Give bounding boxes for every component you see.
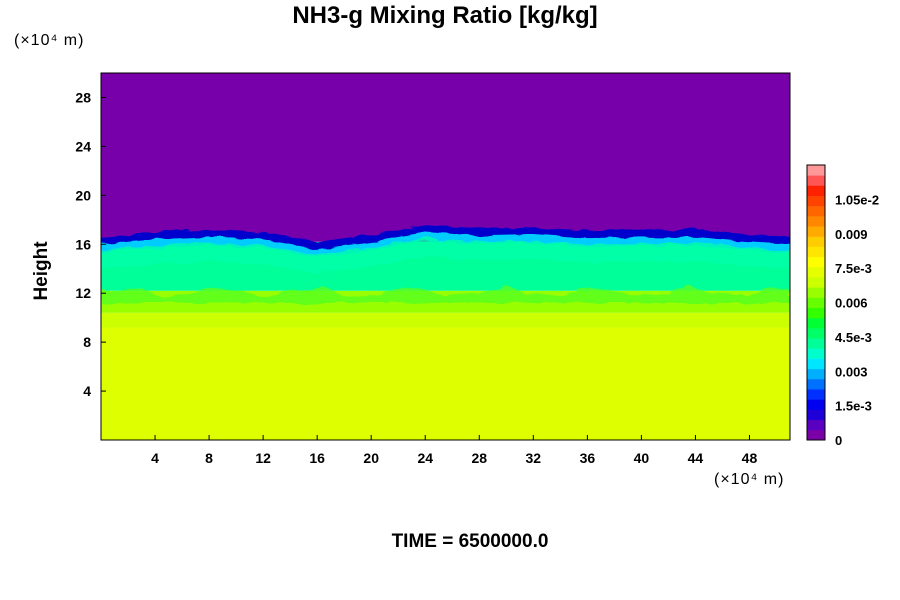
colorbar-segment [807,277,825,288]
x-tick-label: 48 [742,450,758,466]
colorbar-segment [807,358,825,370]
colorbar-segment [807,246,825,258]
heatmap-field [101,73,790,440]
colorbar-tick-label: 1.05e-2 [835,192,879,207]
colorbar-segment [807,429,825,441]
colorbar-segment [807,195,825,207]
colorbar-segment [807,266,825,278]
x-tick-label: 4 [151,450,159,466]
colorbar-segment [807,236,825,247]
y-tick-label: 16 [75,236,91,252]
colorbar-tick-label: 0 [835,433,842,448]
y-tick-label: 8 [83,334,91,350]
x-tick-label: 28 [471,450,487,466]
chart-title: NH3-g Mixing Ratio [kg/kg] [292,2,598,29]
boundary-dark-band [101,224,790,253]
colorbar-segment [807,215,825,227]
colorbar-segment [807,327,825,339]
colorbar-segment [807,175,825,186]
colorbar-segment [807,226,825,237]
colorbar-segment [807,409,825,421]
y-tick-label: 4 [83,383,91,399]
colorbar-segment [807,185,825,196]
colorbar-segment [807,165,825,176]
x-tick-label: 36 [580,450,596,466]
colorbar-segment [807,419,825,431]
x-tick-label: 32 [526,450,542,466]
colorbar-segment [807,256,825,268]
colorbar-segment [807,389,825,400]
y-tick-label: 28 [75,89,91,105]
y-units-label: (×10⁴ m) [14,32,84,50]
x-tick-label: 12 [255,450,271,466]
colorbar-segment [807,348,825,359]
x-units-text: (×10⁴ m) [714,471,785,488]
boundary-green-band [101,238,790,274]
colorbar-segment [807,205,825,217]
colorbar-frame [806,164,826,441]
colorbar-segment [807,368,825,380]
colorbar-tick-label: 1.5e-3 [835,399,872,414]
colorbar-tick-label: 4.5e-3 [835,330,872,345]
x-units-label: (×10⁴ m) [714,471,784,489]
colorbar-segment [807,399,825,410]
x-tick-label: 40 [634,450,650,466]
x-tick-label: 24 [417,450,433,466]
colorbar-segment [807,378,825,390]
lower-transition-band [101,285,790,303]
colorbar-tick-label: 0.006 [835,296,868,311]
colorbar-segment [807,287,825,298]
x-tick-label: 20 [363,450,379,466]
colorbar-tick-label: 7.5e-3 [835,261,872,276]
y-tick-label: 20 [75,187,91,203]
field-layer-0 [101,327,790,440]
y-tick-label: 24 [75,138,91,154]
colorbar-tick-label: 0.009 [835,227,868,242]
y-tick-label: 12 [75,285,91,301]
field-layer-1 [101,312,790,328]
y-units-text: (×10⁴ m) [14,32,85,49]
time-label: TIME = 6500000.0 [391,531,549,552]
field-layer-4 [101,73,790,242]
colorbar-segment [807,297,825,308]
boundary-cyan-band [101,232,790,258]
colorbar: 1.05e-2 0.009 7.5e-3 0.006 4.5e-3 0.003 1.5e-3… [806,164,879,448]
x-tick-label: 44 [688,450,704,466]
colorbar-tick-label: 0.003 [835,364,868,379]
colorbar-segment [807,317,825,329]
x-tick-label: 8 [205,450,213,466]
x-tick-label: 16 [309,450,325,466]
colorbar-segment [807,338,825,349]
plot-frame [100,72,791,441]
colorbar-segment [807,307,825,319]
